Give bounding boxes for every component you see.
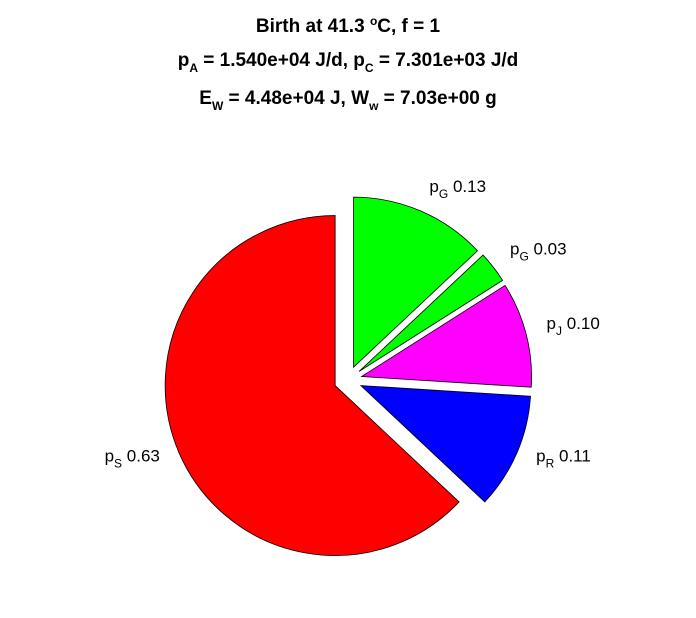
- pie-slice-2: [360, 284, 532, 388]
- pie-label-0: pS 0.63: [105, 446, 160, 470]
- pie-slice-4: [353, 196, 479, 369]
- pie-label-2: pJ 0.10: [547, 314, 600, 338]
- pie-label-4: pG 0.13: [429, 177, 486, 201]
- pie-label-1: pR 0.11: [536, 446, 591, 470]
- pie-slice-1: [359, 385, 531, 503]
- title-line-2: pA = 1.540e+04 J/d, pC = 7.301e+03 J/d: [178, 50, 519, 75]
- pie-slices: [164, 196, 532, 556]
- title-line-3: EW = 4.48e+04 J, Ww = 7.03e+00 g: [199, 88, 496, 113]
- pie-slice-0: [164, 215, 460, 556]
- pie-label-3: pG 0.03: [510, 239, 567, 263]
- pie-slice-3: [358, 254, 504, 372]
- title-line-1: Birth at 41.3 oC, f = 1: [256, 14, 441, 37]
- chart-title: Birth at 41.3 oC, f = 1 pA = 1.540e+04 J…: [178, 14, 519, 113]
- pie-labels: pS 0.63 pR 0.11 pJ 0.10 pG 0.03 pG 0.13: [105, 177, 600, 471]
